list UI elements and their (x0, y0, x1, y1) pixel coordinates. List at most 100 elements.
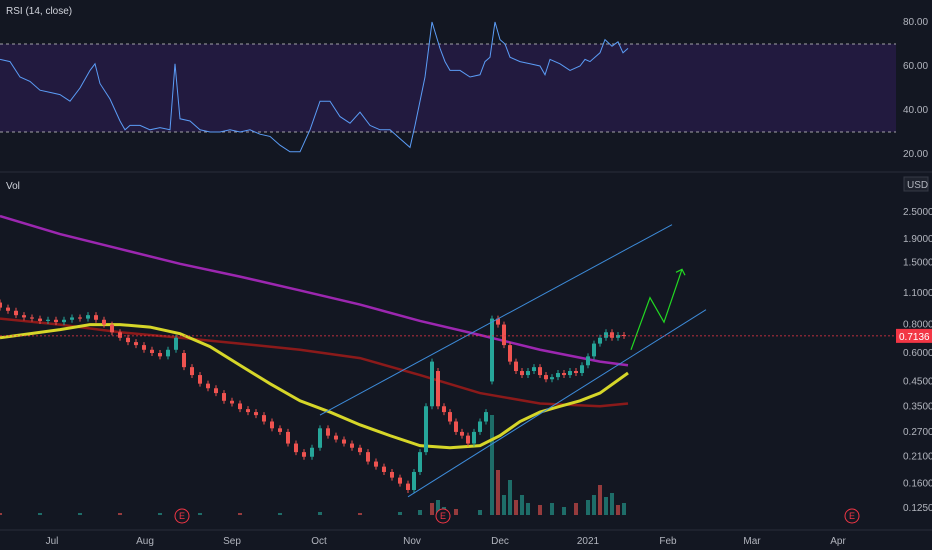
rsi-tick-label: 40.00 (903, 105, 928, 116)
candle-body (538, 367, 542, 376)
channel-upper-line (319, 224, 673, 416)
earnings-event-marker[interactable] (844, 508, 860, 524)
candle-body (302, 452, 306, 457)
x-axis-tick-label: Oct (311, 536, 327, 547)
currency-badge: USD (903, 176, 929, 192)
volume-bar (398, 512, 402, 515)
candle-body (358, 447, 362, 453)
candle-body (206, 383, 210, 389)
volume-bar (622, 503, 626, 515)
candle-body (436, 371, 440, 407)
volume-bar (38, 513, 42, 515)
candle-body (374, 461, 378, 467)
x-axis-tick-label: Sep (223, 536, 241, 547)
moving-average-line (0, 214, 629, 367)
currency-label: USD (907, 180, 928, 191)
x-axis-tick-label: Apr (830, 536, 846, 547)
price-tick-label: 0.3500 (903, 401, 932, 412)
moving-average-line (0, 317, 629, 408)
candle-body (238, 403, 242, 410)
candle-body (448, 412, 452, 422)
moving-averages (0, 214, 629, 450)
candle-body (424, 406, 428, 453)
candle-body (390, 471, 394, 478)
candle-body (126, 337, 130, 343)
earnings-event-marker[interactable] (174, 508, 190, 524)
candle-body (398, 477, 402, 484)
volume-bar (418, 510, 422, 515)
candle-body (532, 367, 536, 372)
candle-body (478, 421, 482, 432)
volume-bar (436, 500, 440, 515)
price-tick-label: 0.1250 (903, 503, 932, 514)
volume-bar (318, 512, 322, 515)
candle-body (502, 324, 506, 346)
candle-body (326, 428, 330, 436)
candle-body (412, 471, 416, 490)
candle-body (174, 337, 178, 350)
candle-body (262, 415, 266, 422)
candle-body (574, 371, 578, 374)
candle-body (460, 431, 464, 436)
price-tick-label: 0.4500 (903, 376, 932, 387)
volume-bar (598, 485, 602, 515)
candle-body (294, 443, 298, 453)
trend-channel (319, 224, 707, 498)
volume-bar (514, 500, 518, 515)
candle-body (270, 421, 274, 429)
candle-body (514, 361, 518, 372)
volume-bar (278, 513, 282, 515)
price-tick-label: 1.1000 (903, 288, 932, 299)
price-tick-label: 0.6000 (903, 348, 932, 359)
rsi-pane: RSI (14, close) 80.00 60.00 40.00 20.00 (0, 6, 928, 160)
x-axis: Jul Aug Sep Oct Nov Dec 2021 Feb Mar Apr (46, 536, 847, 547)
x-axis-tick-label: Nov (403, 536, 421, 547)
candle-body (102, 319, 106, 325)
earnings-event-marker[interactable] (435, 508, 451, 524)
candle-body (278, 428, 282, 432)
candle-body (134, 342, 138, 346)
candle-body (286, 431, 290, 444)
volume-bar (158, 513, 162, 515)
volume-bar (586, 500, 590, 515)
candle-body (150, 349, 154, 354)
x-axis-tick-label: Jul (46, 536, 59, 547)
candle-body (166, 349, 170, 357)
candle-body (508, 345, 512, 362)
candle-body (334, 435, 338, 440)
volume-bar (616, 505, 620, 515)
x-axis-tick-label: 2021 (577, 536, 600, 547)
volume-bar (526, 503, 530, 515)
candle-body (94, 315, 98, 320)
volume-bar (478, 510, 482, 515)
earnings-event-label: E (179, 511, 185, 521)
volume-bar (0, 513, 2, 515)
rsi-label: RSI (14, close) (6, 6, 72, 17)
rsi-overbought-band (0, 44, 896, 132)
candle-body (30, 317, 34, 319)
candle-body (556, 373, 560, 378)
volume-bar (520, 495, 524, 515)
x-axis-tick-label: Feb (659, 536, 677, 547)
candle-body (198, 375, 202, 384)
price-tick-label: 0.2100 (903, 452, 932, 463)
candle-body (472, 431, 476, 444)
candle-body (6, 307, 10, 311)
candle-body (110, 324, 114, 333)
volume-bar (496, 470, 500, 515)
x-axis-tick-label: Dec (491, 536, 509, 547)
candle-body (86, 315, 90, 319)
candle-body (0, 302, 2, 308)
volume-bar (592, 495, 596, 515)
candle-body (78, 317, 82, 319)
candle-body (544, 375, 548, 380)
earnings-event-label: E (440, 511, 446, 521)
rsi-tick-label: 80.00 (903, 17, 928, 28)
volume-bar (550, 503, 554, 515)
candle-body (14, 310, 18, 316)
price-tick-label: 1.9000 (903, 234, 932, 245)
candle-body (246, 409, 250, 413)
moving-average-line (0, 323, 629, 450)
